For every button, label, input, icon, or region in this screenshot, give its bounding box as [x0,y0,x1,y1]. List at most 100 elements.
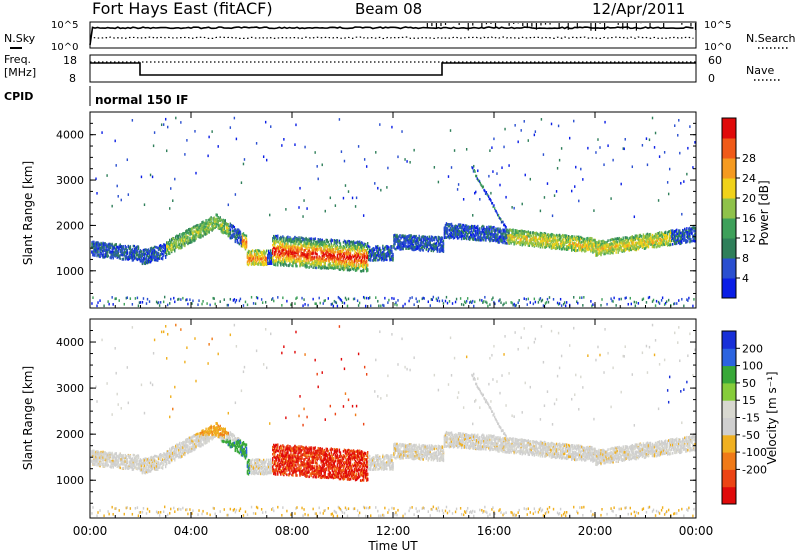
power-point [192,238,194,242]
power-point [121,258,123,261]
power-point [327,297,330,300]
power-point [208,224,210,228]
power-point [242,234,245,237]
power-point [232,229,235,233]
power-point [366,242,369,245]
power-point [126,251,129,255]
power-point [287,241,289,244]
power-point [315,259,317,262]
power-point [105,254,107,258]
power-point [267,262,269,266]
power-point [270,256,272,260]
power-point [317,257,319,261]
power-point [370,304,372,308]
power-point [286,259,288,263]
power-point [179,243,181,246]
power-point [409,296,411,300]
power-point [254,302,257,306]
power-point [517,140,519,144]
power-point [225,223,227,227]
power-point [212,296,214,300]
power-point [275,252,277,255]
power-point [269,256,271,259]
power-point [336,240,339,243]
power-point [324,265,326,269]
power-point [324,209,326,213]
power-point [202,222,204,225]
power-point [317,248,319,251]
power-point [436,299,439,302]
power-point [315,252,317,256]
power-point [287,246,289,249]
power-point [196,226,198,230]
power-point [264,300,267,304]
power-point [132,258,135,262]
power-point [233,225,236,229]
power-point [134,249,137,253]
power-point [305,242,307,246]
power-point [151,254,154,258]
power-point [155,259,158,262]
power-point [207,230,209,233]
power-point [239,241,242,244]
power-point [241,243,244,246]
power-point [255,260,258,264]
power-point [210,228,212,231]
power-point [306,265,308,269]
power-point [320,246,322,250]
power-point [366,264,369,267]
power-point [264,261,267,265]
power-point [151,256,154,259]
power-point [345,260,348,264]
power-point [474,300,476,304]
power-point [282,249,284,252]
power-point [133,252,136,255]
power-point [148,256,151,259]
power-point [298,256,300,260]
power-point [162,243,165,246]
power-point [99,254,101,257]
power-point [317,261,319,264]
power-point [525,297,527,301]
power-point [161,249,164,252]
power-point [171,238,173,241]
power-point [191,240,193,244]
power-point [297,253,299,257]
power-point [142,248,145,252]
power-point [254,254,257,258]
power-point [321,163,323,167]
power-point [325,250,327,253]
power-point [251,249,254,252]
power-point [300,260,302,263]
power-point [277,261,279,264]
power-point [324,261,326,265]
power-point [214,302,216,306]
power-point [279,247,281,250]
power-point [222,228,224,231]
power-point [288,247,290,251]
power-point [281,304,283,307]
power-point [149,255,152,259]
power-point [161,245,164,248]
power-point [219,224,221,228]
power-point [301,253,303,257]
power-point [378,251,380,255]
power-point [283,254,285,258]
power-point [248,257,251,261]
power-point [100,243,102,247]
nsearch-tick-top: 10^5 [704,20,731,31]
power-point [287,235,289,239]
power-point [187,240,189,244]
power-point [304,303,306,306]
power-point [353,297,356,301]
power-point [173,237,175,241]
power-point [177,244,179,248]
power-point [284,251,286,255]
power-point [293,249,295,252]
power-point [243,233,246,237]
power-point [146,259,149,263]
power-point [194,129,196,133]
power-point [298,206,300,209]
power-point [241,245,244,248]
power-point [206,302,208,305]
